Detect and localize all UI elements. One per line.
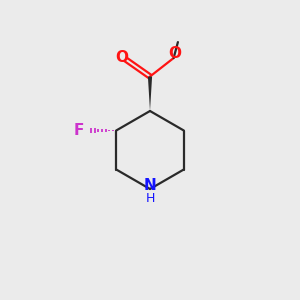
Text: O: O	[169, 46, 182, 61]
Text: H: H	[145, 192, 155, 205]
Polygon shape	[148, 76, 152, 111]
Text: O: O	[115, 50, 128, 65]
Text: F: F	[74, 123, 84, 138]
Text: N: N	[144, 178, 156, 194]
